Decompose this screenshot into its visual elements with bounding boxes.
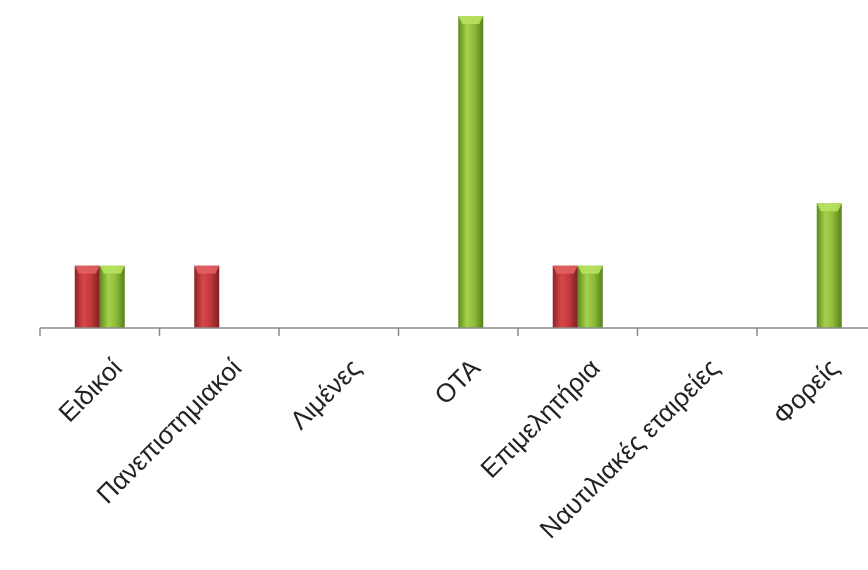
bar-cap-0-0	[74, 265, 100, 274]
bar-cap-0-1	[99, 265, 125, 274]
bar-red-1	[194, 265, 220, 328]
x-tick-label: Επιμελητήρια	[474, 353, 605, 484]
bar-red-0	[74, 265, 100, 328]
bar-cap-4-0	[552, 265, 578, 274]
bar-green-6	[816, 203, 842, 328]
bar-cap-1-0	[194, 265, 220, 274]
bar-green-0	[99, 265, 125, 328]
bar-cap-3-1	[458, 16, 484, 24]
bar-cap-6-1	[816, 203, 842, 212]
bar-red-4	[552, 265, 578, 328]
bars-layer	[74, 16, 842, 328]
x-tick-label: Ειδικοί	[52, 352, 127, 427]
bar-green-4	[577, 265, 603, 328]
x-axis	[39, 327, 868, 336]
x-tick-label: ΟΤΑ	[428, 352, 486, 410]
bar-green-3	[458, 16, 484, 328]
bar-cap-4-1	[577, 265, 603, 274]
x-tick-label: Λιμένες	[284, 353, 367, 436]
x-tick-label: Φορείς	[767, 353, 845, 431]
